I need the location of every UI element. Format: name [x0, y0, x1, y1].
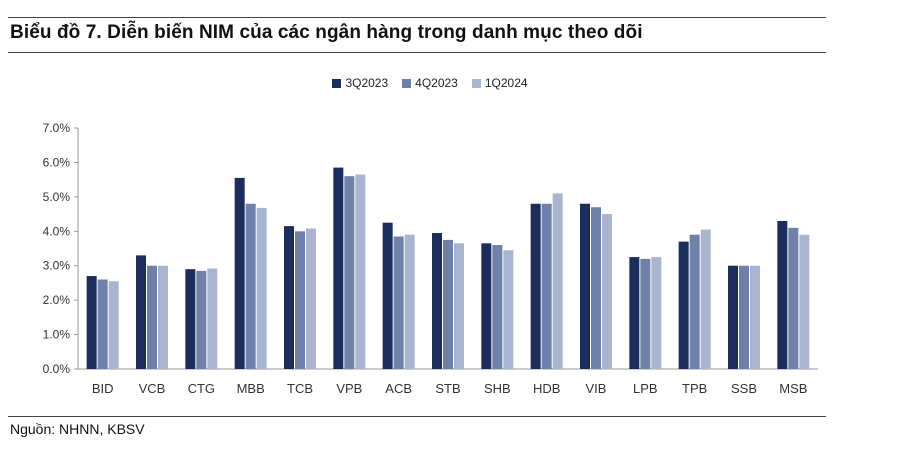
bar-ctg-1q2024 [207, 268, 218, 369]
bar-vpb-3q2023 [333, 167, 344, 369]
y-tick-label: 1.0% [43, 328, 71, 342]
bar-acb-3q2023 [382, 222, 393, 369]
bar-tcb-4q2023 [295, 231, 305, 369]
bar-vib-4q2023 [591, 207, 601, 369]
x-tick-label: BID [92, 381, 114, 396]
x-tick-label: LPB [633, 381, 658, 396]
source-note: Nguồn: NHNN, KBSV [10, 421, 145, 437]
bar-msb-3q2023 [777, 220, 788, 369]
x-tick-label: VPB [336, 381, 362, 396]
bar-vpb-1q2024 [355, 174, 366, 369]
bar-shb-3q2023 [481, 243, 492, 369]
legend-swatch-1q2024 [471, 78, 481, 88]
bar-bid-3q2023 [86, 276, 97, 369]
title-rule [8, 52, 826, 53]
bar-tpb-4q2023 [689, 234, 700, 369]
bar-hdb-3q2023 [530, 203, 541, 369]
y-tick-label: 6.0% [43, 155, 71, 169]
bar-hdb-1q2024 [552, 193, 563, 369]
bottom-rule [8, 416, 826, 417]
bar-hdb-4q2023 [541, 203, 552, 369]
x-tick-label: STB [435, 381, 460, 396]
y-tick-label: 2.0% [43, 293, 71, 307]
bar-vcb-1q2024 [158, 265, 168, 369]
x-tick-label: CTG [188, 381, 215, 396]
bar-ssb-1q2024 [750, 265, 760, 369]
bar-tpb-1q2024 [700, 229, 711, 369]
legend-item-3q2023: 3Q2023 [332, 76, 388, 90]
bar-stb-4q2023 [443, 239, 453, 369]
legend-swatch-3q2023 [332, 78, 342, 88]
x-tick-label: TCB [287, 381, 313, 396]
bar-tcb-1q2024 [306, 228, 316, 369]
bar-tpb-3q2023 [678, 241, 689, 369]
legend-item-1q2024: 1Q2024 [471, 76, 528, 90]
x-tick-label: SSB [731, 381, 757, 396]
legend-swatch-4q2023 [402, 78, 412, 88]
x-tick-label: SHB [484, 381, 511, 396]
bar-ctg-4q2023 [196, 270, 207, 369]
y-tick-label: 3.0% [43, 259, 71, 273]
chart-legend: 3Q2023 4Q2023 1Q2024 [0, 76, 880, 90]
bar-lpb-3q2023 [629, 257, 640, 369]
bar-vpb-4q2023 [344, 176, 355, 369]
bar-mbb-1q2024 [256, 207, 267, 369]
bar-stb-1q2024 [454, 243, 464, 369]
chart-title: Biểu đồ 7. Diễn biến NIM của các ngân hà… [10, 22, 643, 43]
bar-bid-1q2024 [108, 281, 119, 369]
bar-stb-3q2023 [432, 233, 442, 369]
x-tick-label: HDB [533, 381, 560, 396]
bar-acb-4q2023 [393, 236, 404, 369]
y-tick-label: 4.0% [43, 224, 71, 238]
bar-vcb-3q2023 [136, 255, 146, 369]
bar-tcb-3q2023 [284, 226, 294, 369]
x-tick-label: ACB [385, 381, 412, 396]
bar-msb-4q2023 [788, 227, 799, 369]
bar-mbb-4q2023 [245, 203, 256, 369]
bar-chart: 0.0% 1.0% 2.0% 3.0% 4.0% 5.0% 6.0% 7.0% BID VCB CT… [43, 121, 818, 396]
bar-shb-1q2024 [503, 250, 514, 369]
y-tick-label: 5.0% [43, 190, 71, 204]
bar-shb-4q2023 [492, 245, 503, 369]
bar-vib-3q2023 [580, 203, 590, 369]
x-tick-label: MSB [779, 381, 807, 396]
legend-label-1q2024: 1Q2024 [484, 76, 528, 90]
bar-lpb-1q2024 [651, 257, 662, 369]
bar-vcb-4q2023 [147, 265, 157, 369]
legend-label-4q2023: 4Q2023 [415, 76, 458, 90]
bar-msb-1q2024 [799, 234, 810, 369]
y-tick-label: 0.0% [43, 362, 71, 376]
x-tick-label: VCB [139, 381, 166, 396]
bar-vib-1q2024 [602, 214, 612, 369]
legend-label-3q2023: 3Q2023 [345, 76, 389, 90]
x-tick-label: MBB [237, 381, 265, 396]
bar-ssb-4q2023 [739, 265, 749, 369]
top-rule [8, 17, 826, 18]
x-tick-label: VIB [586, 381, 607, 396]
x-tick-label: TPB [682, 381, 707, 396]
bar-acb-1q2024 [404, 234, 415, 369]
bar-mbb-3q2023 [234, 177, 245, 369]
legend-item-4q2023: 4Q2023 [402, 76, 458, 90]
bar-lpb-4q2023 [640, 258, 651, 369]
bar-ssb-3q2023 [728, 265, 738, 369]
bar-ctg-3q2023 [185, 269, 196, 369]
bar-bid-4q2023 [97, 279, 108, 369]
y-tick-label: 7.0% [43, 121, 71, 135]
